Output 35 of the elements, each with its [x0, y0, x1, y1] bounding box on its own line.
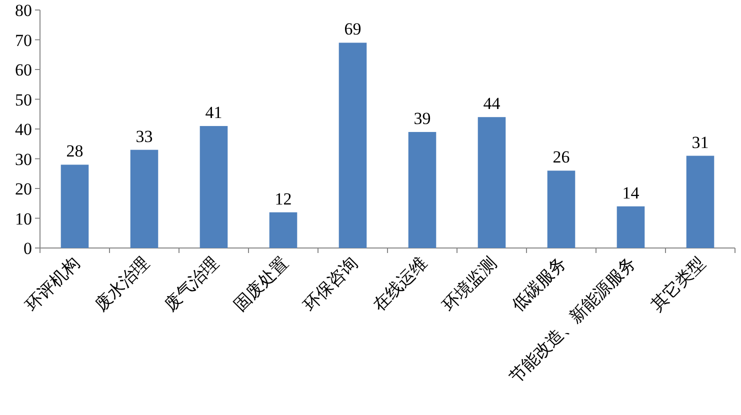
x-tick-label: 在线运维 — [370, 253, 432, 315]
data-label: 14 — [622, 183, 640, 202]
bar — [547, 170, 576, 248]
y-tick-label: 80 — [15, 1, 32, 20]
bar — [686, 156, 714, 248]
bar — [478, 117, 506, 248]
y-tick-label: 10 — [15, 209, 32, 228]
bar — [616, 206, 645, 248]
y-tick-label: 20 — [15, 180, 32, 198]
y-tick-label: 60 — [15, 60, 32, 80]
data-label: 31 — [692, 132, 709, 152]
bar — [269, 212, 298, 248]
data-label: 44 — [483, 94, 501, 114]
y-tick-label: 30 — [15, 150, 32, 169]
y-tick-label: 40 — [15, 120, 32, 139]
x-tick-label: 环境监测 — [439, 253, 501, 315]
bar — [338, 42, 367, 248]
x-tick-label: 固废处置 — [230, 253, 292, 315]
data-label: 69 — [344, 20, 362, 39]
y-tick-label: 50 — [15, 90, 32, 110]
y-tick-label: 70 — [15, 30, 32, 50]
bar — [408, 132, 436, 248]
data-label: 39 — [414, 108, 431, 128]
bar — [130, 150, 158, 248]
data-label: 26 — [552, 148, 570, 167]
data-label: 33 — [136, 126, 153, 146]
x-tick-label: 废水治理 — [92, 253, 154, 315]
data-label: 28 — [66, 142, 84, 161]
x-tick-label: 其它类型 — [648, 253, 710, 315]
x-tick-label: 环保咨询 — [300, 253, 362, 315]
x-tick-label: 废气治理 — [161, 253, 223, 315]
data-label: 41 — [205, 103, 222, 122]
bar — [200, 126, 228, 248]
data-label: 12 — [274, 189, 292, 208]
bar — [60, 164, 89, 248]
